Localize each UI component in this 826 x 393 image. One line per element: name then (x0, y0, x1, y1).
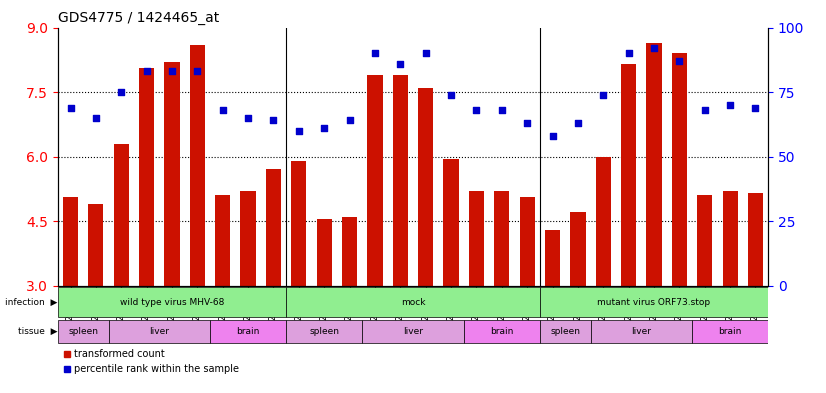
Point (622, 50, 635, 57)
Point (648, 45, 661, 51)
Text: spleen: spleen (550, 327, 580, 336)
Point (191, 68, 204, 75)
Text: tissue  ▶: tissue ▶ (18, 327, 58, 336)
Bar (114, 144, 129, 286)
Point (394, 61, 407, 67)
FancyBboxPatch shape (463, 320, 540, 343)
FancyBboxPatch shape (286, 320, 363, 343)
Bar (494, 191, 510, 286)
Bar (139, 68, 154, 286)
FancyBboxPatch shape (363, 320, 463, 343)
Text: spleen: spleen (309, 327, 339, 336)
Text: GDS4775 / 1424465_at: GDS4775 / 1424465_at (58, 11, 219, 25)
Text: liver: liver (403, 327, 423, 336)
Bar (215, 195, 230, 286)
Bar (190, 45, 205, 286)
Point (444, 92, 458, 98)
FancyBboxPatch shape (692, 320, 768, 343)
Point (64, 105, 77, 111)
Point (496, 107, 509, 113)
FancyBboxPatch shape (591, 320, 692, 343)
Text: mock: mock (401, 298, 425, 307)
Legend: transformed count, percentile rank within the sample: transformed count, percentile rank withi… (63, 349, 240, 374)
Point (267, 117, 280, 123)
Point (470, 107, 483, 113)
Bar (368, 75, 382, 286)
Point (419, 50, 432, 57)
Text: brain: brain (236, 327, 260, 336)
Bar (316, 219, 332, 286)
FancyBboxPatch shape (540, 320, 591, 343)
Point (572, 120, 585, 126)
Bar (63, 197, 78, 286)
Point (724, 102, 737, 108)
Text: spleen: spleen (69, 327, 98, 336)
Bar (240, 191, 256, 286)
Point (140, 68, 154, 75)
Bar (723, 191, 738, 286)
Bar (697, 195, 712, 286)
Bar (266, 169, 281, 286)
Point (241, 115, 254, 121)
Bar (164, 62, 179, 286)
Text: wild type virus MHV-68: wild type virus MHV-68 (120, 298, 224, 307)
Text: mutant virus ORF73.stop: mutant virus ORF73.stop (597, 298, 710, 307)
Bar (545, 230, 560, 286)
Point (368, 50, 382, 57)
FancyBboxPatch shape (540, 287, 768, 317)
Point (216, 107, 230, 113)
Point (520, 120, 534, 126)
Point (292, 128, 306, 134)
Bar (621, 64, 636, 286)
Text: brain: brain (490, 327, 514, 336)
Bar (292, 161, 306, 286)
FancyBboxPatch shape (210, 320, 286, 343)
Bar (418, 88, 434, 286)
Bar (88, 204, 103, 286)
Point (89, 115, 102, 121)
Point (343, 117, 356, 123)
Bar (570, 213, 586, 286)
Text: liver: liver (150, 327, 169, 336)
FancyBboxPatch shape (286, 287, 540, 317)
Point (318, 125, 331, 131)
Bar (647, 42, 662, 286)
Bar (342, 217, 357, 286)
FancyBboxPatch shape (108, 320, 210, 343)
Point (596, 92, 610, 98)
FancyBboxPatch shape (58, 320, 108, 343)
Bar (596, 156, 611, 286)
Point (546, 133, 559, 139)
Point (165, 68, 178, 75)
Text: liver: liver (631, 327, 652, 336)
Bar (392, 75, 408, 286)
Point (673, 58, 686, 64)
Point (698, 107, 711, 113)
Point (115, 89, 128, 95)
Bar (469, 191, 484, 286)
Text: brain: brain (719, 327, 742, 336)
Bar (748, 193, 763, 286)
Point (749, 105, 762, 111)
Bar (672, 53, 687, 286)
Bar (444, 159, 458, 286)
Text: infection  ▶: infection ▶ (6, 298, 58, 307)
Bar (520, 197, 534, 286)
FancyBboxPatch shape (58, 287, 286, 317)
